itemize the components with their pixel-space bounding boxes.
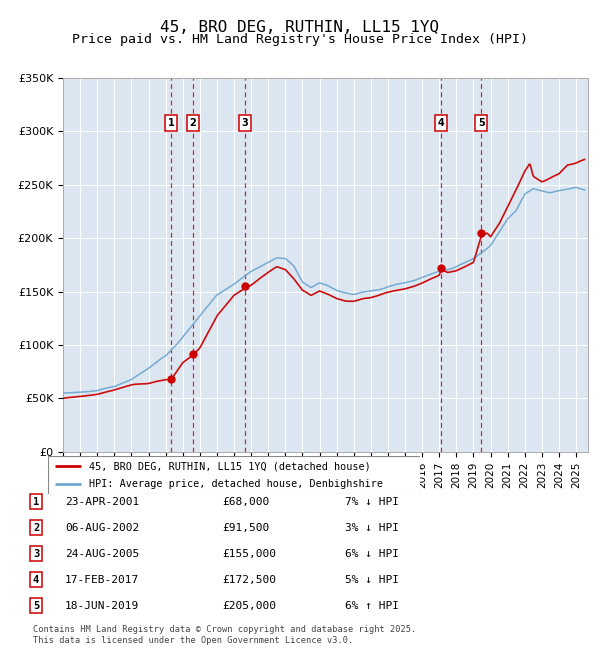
Text: 23-APR-2001: 23-APR-2001: [65, 497, 139, 507]
Text: £205,000: £205,000: [222, 601, 276, 611]
Text: 45, BRO DEG, RUTHIN, LL15 1YQ (detached house): 45, BRO DEG, RUTHIN, LL15 1YQ (detached …: [89, 462, 371, 471]
Text: 5% ↓ HPI: 5% ↓ HPI: [345, 575, 399, 585]
Text: 2: 2: [33, 523, 39, 533]
Text: 3% ↓ HPI: 3% ↓ HPI: [345, 523, 399, 533]
Text: 6% ↑ HPI: 6% ↑ HPI: [345, 601, 399, 611]
Text: Contains HM Land Registry data © Crown copyright and database right 2025.
This d: Contains HM Land Registry data © Crown c…: [33, 625, 416, 645]
Text: HPI: Average price, detached house, Denbighshire: HPI: Average price, detached house, Denb…: [89, 479, 383, 489]
Text: 4: 4: [438, 118, 445, 128]
Text: 7% ↓ HPI: 7% ↓ HPI: [345, 497, 399, 507]
Text: 45, BRO DEG, RUTHIN, LL15 1YQ: 45, BRO DEG, RUTHIN, LL15 1YQ: [160, 20, 440, 34]
Text: 1: 1: [33, 497, 39, 507]
Text: 18-JUN-2019: 18-JUN-2019: [65, 601, 139, 611]
Text: £91,500: £91,500: [222, 523, 269, 533]
Text: 3: 3: [242, 118, 248, 128]
Text: £68,000: £68,000: [222, 497, 269, 507]
Text: Price paid vs. HM Land Registry's House Price Index (HPI): Price paid vs. HM Land Registry's House …: [72, 32, 528, 46]
Text: 17-FEB-2017: 17-FEB-2017: [65, 575, 139, 585]
Text: 4: 4: [33, 575, 39, 585]
Text: 3: 3: [33, 549, 39, 559]
Text: 24-AUG-2005: 24-AUG-2005: [65, 549, 139, 559]
Text: 5: 5: [478, 118, 485, 128]
Text: £172,500: £172,500: [222, 575, 276, 585]
Text: 6% ↓ HPI: 6% ↓ HPI: [345, 549, 399, 559]
Text: 5: 5: [33, 601, 39, 611]
Text: 06-AUG-2002: 06-AUG-2002: [65, 523, 139, 533]
Text: 2: 2: [190, 118, 196, 128]
Text: 1: 1: [167, 118, 174, 128]
Text: £155,000: £155,000: [222, 549, 276, 559]
